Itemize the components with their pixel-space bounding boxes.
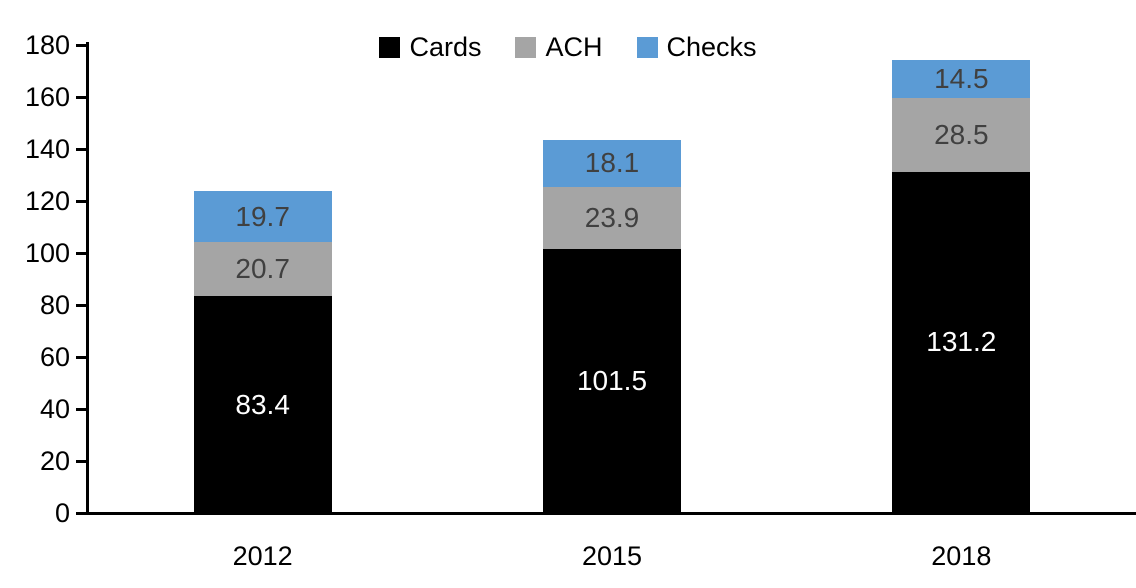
bar-value-label: 83.4 [235, 388, 290, 420]
bar-2012: 83.4 20.7 19.7 [193, 191, 332, 513]
y-axis-tick [76, 511, 88, 515]
bar-segment-2018-checks: 14.5 [892, 60, 1031, 98]
y-axis-tick-label: 180 [24, 30, 70, 60]
bar-segment-2015-checks: 18.1 [543, 139, 681, 187]
bar-value-label: 101.5 [576, 365, 648, 397]
legend-label: Checks [666, 32, 757, 62]
x-axis-tick-label: 2015 [581, 541, 643, 571]
bar-2015: 101.5 23.9 18.1 [543, 139, 681, 513]
y-axis-tick [76, 303, 88, 307]
y-axis-tick [76, 147, 88, 151]
bar-segment-2018-ach: 28.5 [892, 97, 1031, 172]
x-axis-tick-label: 2018 [931, 541, 992, 571]
y-axis-tick [76, 459, 88, 463]
y-axis-tick-label: 140 [24, 134, 70, 164]
legend-label: Cards [409, 32, 482, 62]
y-axis-tick-label: 0 [54, 498, 70, 528]
bar-value-label: 14.5 [934, 62, 989, 94]
y-axis-tick [76, 199, 88, 203]
bar-segment-2012-ach: 20.7 [193, 242, 332, 297]
y-axis-tick [76, 355, 88, 359]
legend-item-checks: Checks [636, 32, 757, 62]
bar-segment-2012-checks: 19.7 [193, 191, 332, 243]
bar-value-label: 28.5 [934, 118, 989, 150]
legend-item-ach: ACH [515, 32, 603, 62]
y-axis-tick-label: 100 [24, 238, 70, 268]
bar-segment-2018-cards: 131.2 [892, 171, 1031, 513]
y-axis-tick-label: 40 [39, 394, 70, 424]
y-axis-tick [76, 95, 88, 99]
y-axis-tick-label: 120 [24, 186, 70, 216]
bar-value-label: 131.2 [926, 326, 997, 358]
y-axis-tick [76, 43, 88, 47]
bar-value-label: 23.9 [584, 202, 640, 234]
y-axis-tick-label: 80 [39, 290, 70, 320]
bar-segment-2015-cards: 101.5 [543, 249, 681, 513]
bar-value-label: 19.7 [235, 200, 290, 232]
legend-swatch-cards [379, 37, 401, 58]
bar-segment-2015-ach: 23.9 [543, 186, 681, 250]
legend-swatch-checks [636, 37, 658, 58]
legend-swatch-ach [515, 37, 537, 58]
chart-legend: Cards ACH Checks [0, 34, 1136, 61]
y-axis-tick-label: 20 [39, 446, 70, 476]
bar-segment-2012-cards: 83.4 [193, 296, 332, 513]
x-axis-line [86, 512, 1136, 515]
y-axis-tick-label: 160 [24, 82, 70, 112]
legend-item-cards: Cards [379, 34, 481, 61]
bar-value-label: 20.7 [235, 253, 290, 285]
bar-value-label: 18.1 [584, 147, 640, 179]
y-axis-tick-label: 60 [39, 342, 70, 372]
bar-2018: 131.2 28.5 14.5 [892, 60, 1031, 513]
y-axis-tick [76, 407, 88, 411]
legend-label: ACH [545, 32, 603, 62]
y-axis-tick [76, 251, 88, 255]
y-axis-line [86, 42, 89, 515]
x-axis-tick-label: 2012 [232, 541, 293, 571]
